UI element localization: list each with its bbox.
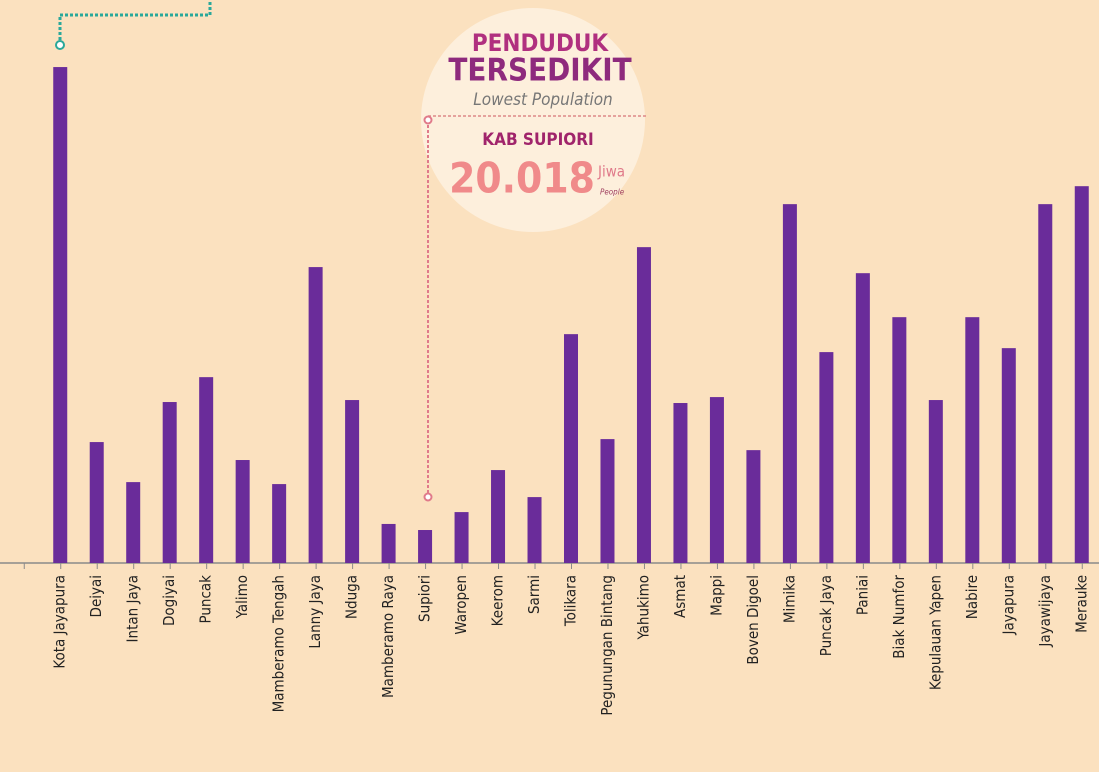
bar	[53, 67, 68, 563]
bar	[564, 334, 578, 563]
callout-unit-en: People	[600, 188, 625, 197]
x-tick-label: Merauke	[1072, 575, 1090, 633]
x-tick-label: Jayapura	[999, 575, 1017, 635]
x-tick-label: Jayawijaya	[1036, 575, 1054, 648]
x-tick-label: Nabire	[963, 575, 981, 619]
bar	[746, 450, 761, 563]
x-tick-label: Kepulauan Yapen	[926, 575, 944, 690]
bar	[600, 439, 615, 563]
x-tick-label: Nduga	[343, 575, 361, 619]
x-tick-label: Mamberamo Raya	[379, 575, 397, 698]
bar	[965, 317, 980, 563]
x-tick-label: Yahukimo	[634, 575, 652, 641]
bar	[1001, 348, 1016, 563]
x-tick-label: Paniai	[853, 575, 871, 615]
x-tick-label: Sarmi	[525, 575, 543, 614]
x-tick-label: Mamberamo Tengah	[270, 575, 288, 712]
bar	[272, 484, 287, 563]
x-tick-label: Intan Jaya	[124, 575, 142, 642]
x-tick-label: Lanny Jaya	[306, 575, 324, 649]
connector-dot	[55, 40, 65, 50]
x-tick-label: Kota Jayapura	[51, 575, 69, 669]
connector-dot	[423, 115, 433, 125]
bar	[308, 267, 323, 563]
x-tick-label: Keerom	[489, 575, 507, 626]
bar	[673, 403, 688, 563]
callout-circle	[421, 8, 645, 232]
bar	[126, 482, 141, 563]
x-tick-label: Asmat	[671, 575, 689, 618]
callout-unit: Jiwa	[597, 163, 625, 181]
bar	[454, 512, 469, 563]
callout-subtitle: Lowest Population	[473, 90, 613, 110]
x-tick-label: Supiori	[416, 575, 434, 622]
bar	[782, 204, 797, 563]
callout-value: 20.018	[449, 154, 595, 203]
x-tick-label: Mimika	[780, 575, 798, 623]
x-tick-label: Tolikara	[562, 575, 580, 627]
x-tick-label: Waropen	[452, 575, 470, 635]
bar	[819, 352, 834, 563]
bar	[855, 273, 870, 563]
x-tick-label: Puncak	[197, 575, 215, 624]
x-tick-label: Mappi	[707, 575, 725, 616]
bar	[1074, 186, 1089, 564]
bar	[527, 497, 542, 563]
bar	[89, 442, 104, 563]
callout-region: KAB SUPIORI	[482, 130, 593, 150]
x-tick-label: Dogiyai	[160, 575, 178, 626]
callout-line1: PENDUDUK	[472, 29, 610, 57]
bar	[235, 460, 250, 563]
x-tick-label: Boven Digoel	[744, 575, 762, 665]
x-tick-label: Yalimo	[233, 575, 251, 619]
bar	[636, 247, 651, 564]
bar	[928, 400, 943, 563]
bar	[345, 400, 360, 563]
x-tick-label: Deiyai	[87, 575, 105, 617]
callout-line2: TERSEDIKIT	[448, 53, 631, 89]
x-tick-label: Puncak Jaya	[817, 575, 835, 656]
bar	[491, 470, 506, 563]
bar	[892, 317, 907, 563]
bar	[162, 402, 177, 563]
x-tick-label: Pegunungan Bintang	[598, 575, 616, 716]
bar	[1038, 204, 1053, 563]
bar	[418, 530, 433, 563]
bar	[381, 523, 396, 563]
x-tick-label: Biak Numfor	[890, 575, 908, 659]
bar	[199, 377, 214, 563]
connector-dot	[423, 492, 433, 502]
connector	[58, 0, 212, 45]
bar	[709, 397, 724, 563]
